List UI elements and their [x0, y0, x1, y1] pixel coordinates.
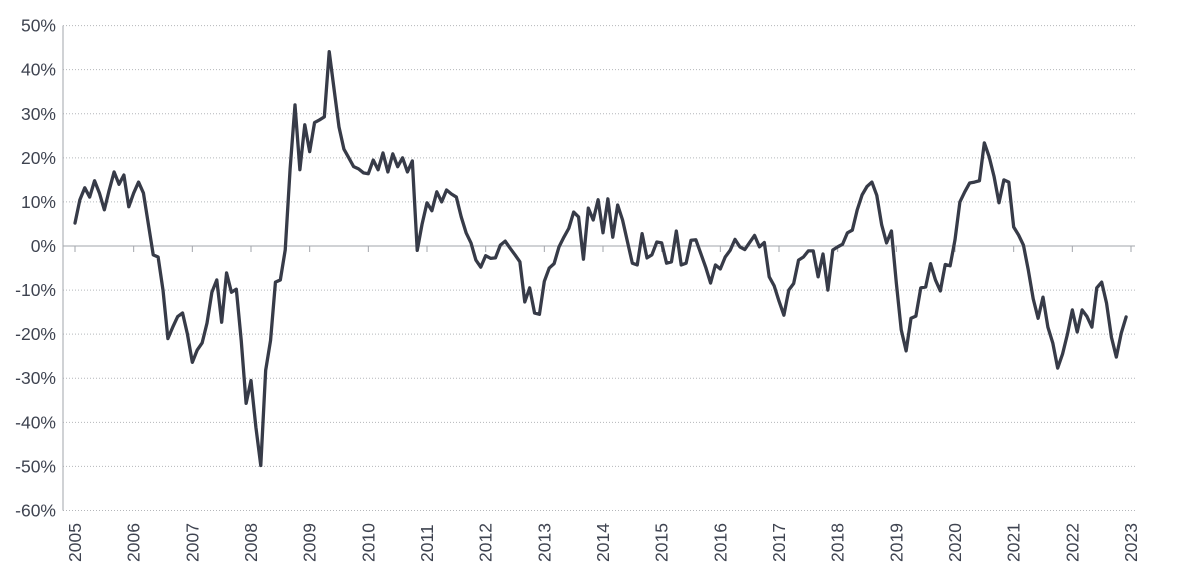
y-tick-label: -50% — [15, 456, 56, 476]
x-tick-label: 2022 — [1062, 523, 1082, 562]
x-tick-label: 2009 — [300, 523, 320, 562]
x-tick-label: 2007 — [182, 523, 202, 562]
x-tick-label: 2013 — [534, 523, 554, 562]
y-tick-label: -20% — [15, 324, 56, 344]
x-tick-label: 2006 — [124, 523, 144, 562]
y-tick-label: 30% — [21, 104, 56, 124]
x-tick-label: 2005 — [65, 523, 85, 562]
y-tick-label: -30% — [15, 368, 56, 388]
y-tick-label: -10% — [15, 280, 56, 300]
x-tick-label: 2012 — [476, 523, 496, 562]
x-tick-label: 2018 — [828, 523, 848, 562]
x-tick-label: 2010 — [358, 523, 378, 562]
x-tick-label: 2008 — [241, 523, 261, 562]
x-tick-label: 2014 — [593, 523, 613, 562]
x-tick-label: 2011 — [417, 524, 437, 562]
horizontal-gridlines — [63, 25, 1135, 511]
x-tick-label: 2017 — [769, 523, 789, 562]
y-tick-label: -40% — [15, 412, 56, 432]
x-tick-label: 2023 — [1121, 523, 1141, 562]
y-tick-label: 0% — [31, 236, 56, 256]
x-tick-label: 2021 — [1004, 523, 1024, 562]
data-line-series — [73, 49, 1128, 468]
y-tick-label: 50% — [21, 16, 56, 36]
x-axis-ticks — [74, 246, 1132, 252]
x-tick-label: 2015 — [652, 523, 672, 562]
y-tick-label: 20% — [21, 148, 56, 168]
y-axis-labels: 50% 40% 30% 20% 10% 0% -10% -20% -30% -40% -50% -60… — [15, 16, 56, 521]
x-tick-label: 2016 — [710, 523, 730, 562]
y-tick-label: 10% — [21, 192, 56, 212]
y-tick-label: 40% — [21, 60, 56, 80]
x-tick-label: 2019 — [886, 523, 906, 562]
y-tick-label: -60% — [15, 500, 56, 520]
x-tick-label: 2020 — [945, 523, 965, 562]
x-axis-labels: 2005 2006 2007 2008 2009 2010 2011 2012 2013 2014… — [65, 523, 1141, 562]
